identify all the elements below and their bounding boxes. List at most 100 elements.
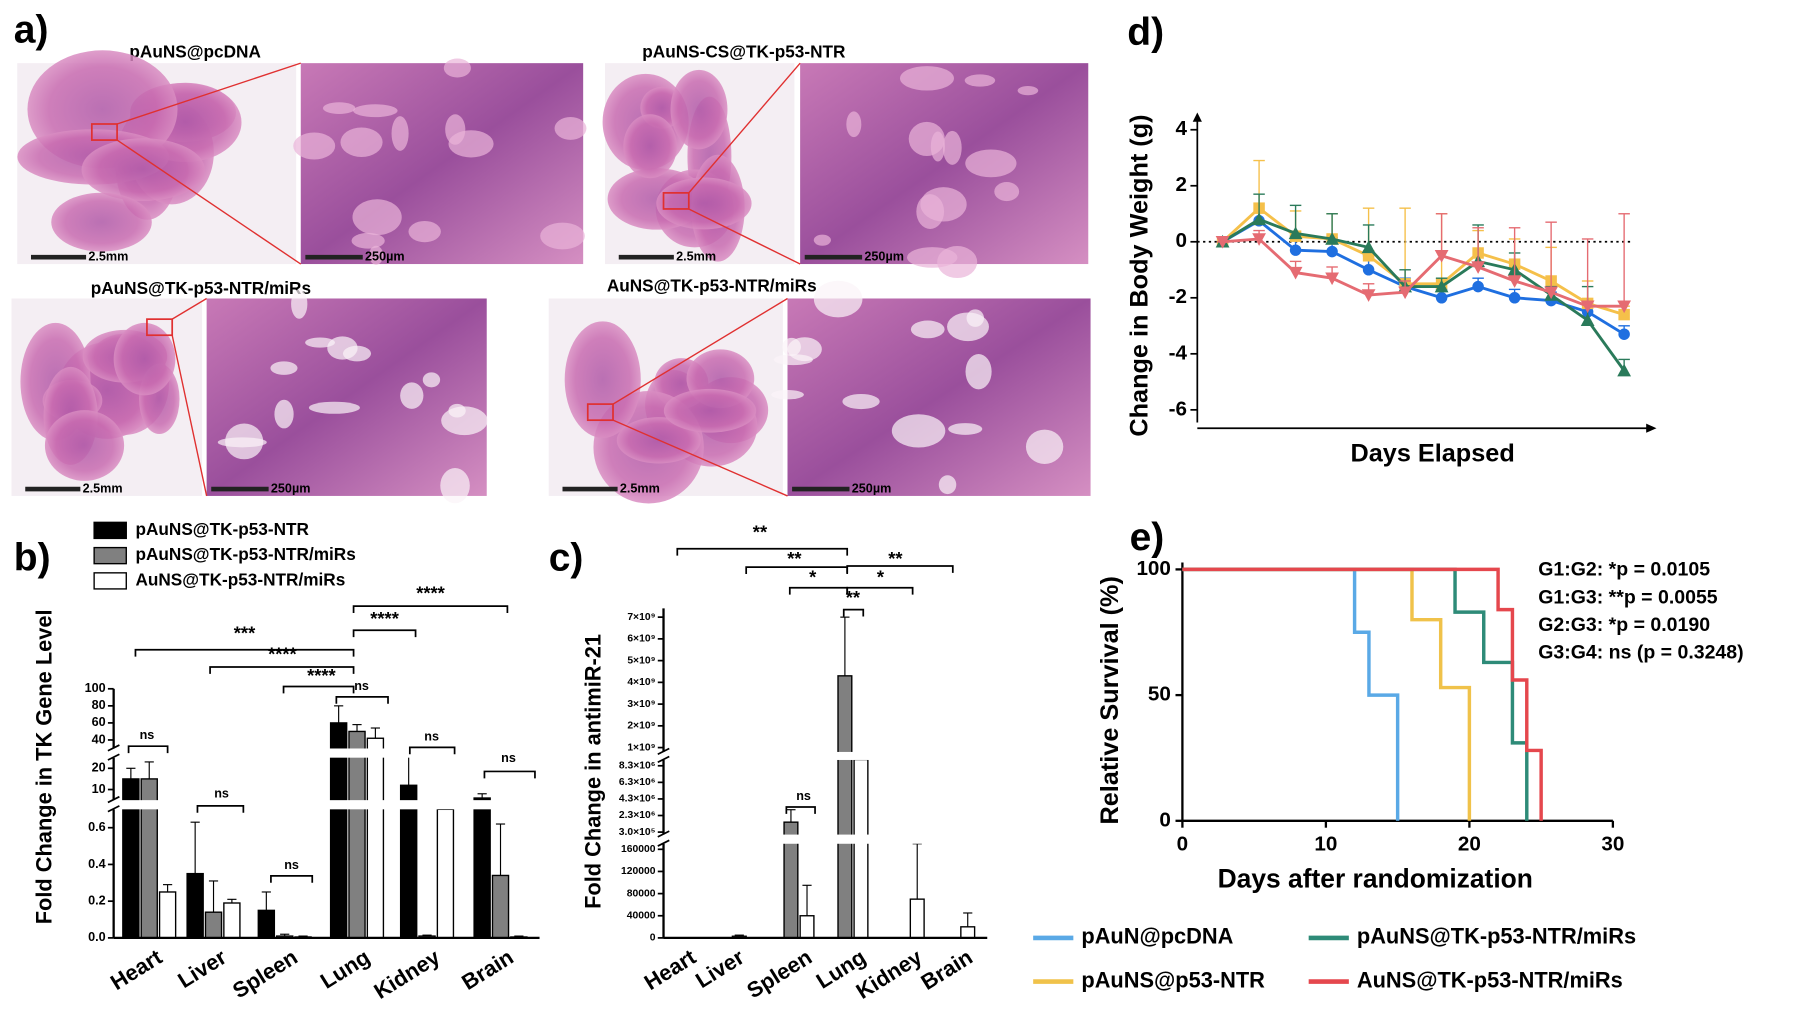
x-tick-label: 10 (1314, 832, 1337, 855)
significance-label: ns (140, 728, 155, 742)
significance-label: ns (214, 787, 229, 801)
axis-break-gap (104, 748, 540, 758)
legend-label: pAuNS@TK-p53-NTR/miRs (1357, 924, 1636, 949)
marker (1325, 272, 1339, 286)
panel-label: b) (14, 537, 51, 580)
marker (1508, 292, 1521, 304)
axis-break (657, 747, 670, 755)
panel-label: c) (549, 537, 584, 580)
significance-label: ns (284, 858, 299, 872)
survival-curve (1182, 567, 1529, 821)
tissue (113, 322, 176, 396)
y-tick-label: 7×10⁹ (627, 612, 655, 623)
tissue-detail (1017, 86, 1039, 96)
y-axis-label: Relative Survival (%) (1096, 576, 1124, 824)
significance-bracket (209, 666, 355, 674)
tissue-detail (899, 66, 954, 91)
tissue-detail (440, 468, 470, 504)
y-tick-label: 0.2 (88, 893, 106, 907)
annotation: G3:G4: ns (p = 0.3248) (1538, 641, 1743, 663)
significance-bracket (352, 629, 417, 638)
significance-label: ns (424, 729, 439, 743)
x-axis-label: Days after randomization (1218, 863, 1533, 893)
y-tick-label: 160000 (621, 844, 656, 855)
scale-bar-label: 2.5mm (620, 481, 660, 495)
y-tick-label: 60 (92, 715, 106, 729)
y-tick-label: 2.3×10⁶ (619, 810, 656, 821)
bar (204, 911, 223, 939)
tissue-detail (813, 234, 831, 246)
marker (1326, 245, 1338, 258)
axis-break-gap (654, 834, 988, 844)
legend-label: pAuNS@p53-NTR (1081, 967, 1265, 992)
zoom-image (300, 63, 584, 265)
marker (1472, 280, 1484, 293)
y-tick-label: 0 (650, 933, 656, 944)
y-tick-label: 80000 (627, 888, 656, 899)
legend-label: AuNS@TK-p53-NTR/miRs (1357, 967, 1623, 992)
y-tick-label: 0.4 (88, 857, 106, 871)
bar (366, 737, 385, 939)
y-tick-label: -2 (1169, 285, 1187, 308)
tissue-detail (846, 111, 862, 138)
bar (186, 872, 204, 939)
bar (436, 808, 455, 939)
marker (1507, 275, 1522, 288)
legend-label: pAuNS@TK-p53-NTR (135, 519, 309, 539)
y-axis-arrow (1192, 112, 1202, 122)
x-tick-label: Brain (457, 944, 518, 995)
y-tick-label: 3.0×10⁵ (619, 827, 656, 838)
significance-label: ns (354, 679, 369, 693)
x-tick-label: Heart (106, 944, 167, 995)
zoom-line (171, 335, 208, 497)
y-tick-label: 2×10⁹ (627, 721, 655, 732)
y-tick-label: 20 (92, 761, 106, 775)
marker (1362, 264, 1375, 276)
tissue-detail (353, 104, 398, 118)
marker (1434, 250, 1449, 263)
tissue-detail (948, 423, 983, 435)
significance-label: *** (234, 623, 256, 644)
y-tick-label: 40000 (627, 910, 656, 921)
x-tick-label: Kidney (851, 944, 926, 1004)
bar (158, 891, 177, 939)
tissue-detail (947, 312, 989, 342)
axis-break (107, 744, 120, 752)
tissue (663, 388, 757, 433)
series-line (1221, 219, 1625, 336)
marker (1289, 244, 1302, 256)
survival-curve (1182, 567, 1543, 821)
significance-bracket (785, 806, 816, 814)
y-tick-label: 80 (92, 698, 106, 712)
image-title: pAuNS@pcDNA (129, 41, 260, 61)
panel-label: a) (14, 8, 49, 51)
zoom-image (206, 298, 487, 496)
panel-label: e) (1130, 516, 1165, 559)
significance-bracket (676, 547, 849, 556)
y-tick-label: 100 (85, 681, 106, 695)
tissue (670, 69, 728, 150)
bar (348, 730, 366, 939)
tissue-detail (965, 149, 1017, 178)
y-axis-label: Fold Change in antimiR-21 (580, 634, 605, 909)
axis-break (107, 795, 120, 804)
tissue-detail (322, 102, 356, 114)
tissue-detail (1025, 429, 1064, 464)
y-tick-label: 0 (1159, 808, 1171, 831)
marker (1544, 286, 1559, 300)
legend-label: pAuN@pcDNA (1081, 924, 1233, 949)
tissue (51, 192, 152, 252)
y-tick-label: 2 (1175, 173, 1186, 196)
marker (1580, 300, 1595, 314)
tissue-detail (554, 117, 587, 140)
zoom-image (800, 63, 1089, 265)
significance-label: **** (416, 583, 445, 604)
significance-bracket (408, 746, 456, 755)
image-title: AuNS@TK-p53-NTR/miRs (607, 276, 817, 296)
legend-label: pAuNS@TK-p53-NTR/miRs (135, 544, 355, 564)
marker (1362, 250, 1375, 262)
zoom-line (612, 297, 788, 405)
zoom-box (586, 403, 614, 422)
